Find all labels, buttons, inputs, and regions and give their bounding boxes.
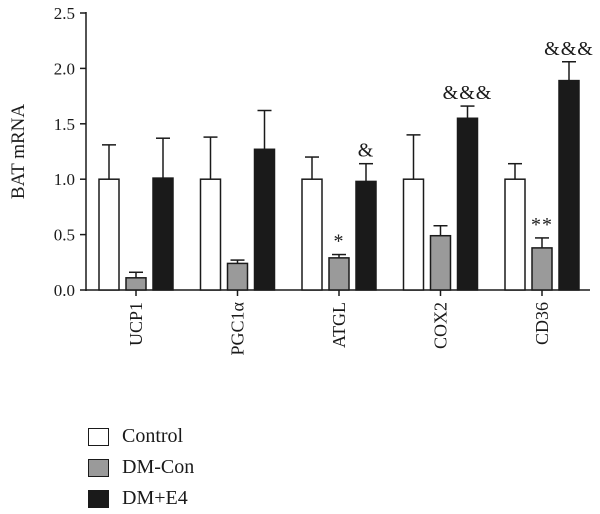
bar-chart: 0.0 0.5 1.0 1.5 2.0 2.5 BAT mRNA UCP1 PGC1α ATGL C… [8,4,594,355]
y-tick-label: 2.0 [54,59,75,78]
y-tick-label: 0.5 [54,226,75,245]
bar-atgl-control [301,178,323,291]
y-tick-label: 0.0 [54,281,75,300]
x-tick-label-ucp1: UCP1 [126,302,146,346]
legend-label-dm-con: DM-Con [122,456,195,478]
bar-ucp1-dm-e4 [152,177,174,291]
y-tick-label: 2.5 [54,4,75,23]
y-tick-label: 1.0 [54,170,75,189]
significance-marker: &&& [544,38,594,60]
bar-cox2-dm-con [429,234,452,291]
legend-swatch-control [88,427,109,446]
x-tick-label-cox2: COX2 [431,302,451,349]
bar-ucp1-dm-con [125,277,147,291]
x-tick-label-cd36: CD36 [532,302,552,345]
legend-item-control: Control [88,421,194,452]
bar-cd36-dm-con [531,247,553,291]
bar-pgc1-dm-con [226,262,249,291]
bar-cd36-control [504,178,526,291]
bar-cd36-dm-e4 [558,79,580,291]
bar-ucp1-control [98,178,120,291]
y-tick-label: 1.5 [54,115,75,134]
bar-cox2-dm-e4 [456,117,479,291]
significance-marker: ** [531,214,553,236]
legend-swatch-dm-con [88,458,109,477]
legend-label-dm-e4: DM+E4 [122,487,188,509]
legend-item-dm-e4: DM+E4 [88,483,194,514]
bar-cox2-control [402,178,425,291]
significance-marker: * [334,231,345,253]
legend-label-control: Control [122,425,184,447]
x-tick-label-pgc1: PGC1α [228,301,248,355]
significance-marker: & [358,140,375,162]
bar-atgl-dm-e4 [355,180,377,291]
y-axis-label: BAT mRNA [8,104,29,199]
legend: Control DM-Con DM+E4 [88,421,194,514]
legend-swatch-dm-e4 [88,489,109,508]
significance-marker: &&& [443,82,493,104]
bar-pgc1-dm-e4 [253,148,276,291]
legend-item-dm-con: DM-Con [88,452,194,483]
bar-pgc1-control [199,178,222,291]
x-tick-label-atgl: ATGL [329,302,349,348]
bar-atgl-dm-con [328,257,350,291]
